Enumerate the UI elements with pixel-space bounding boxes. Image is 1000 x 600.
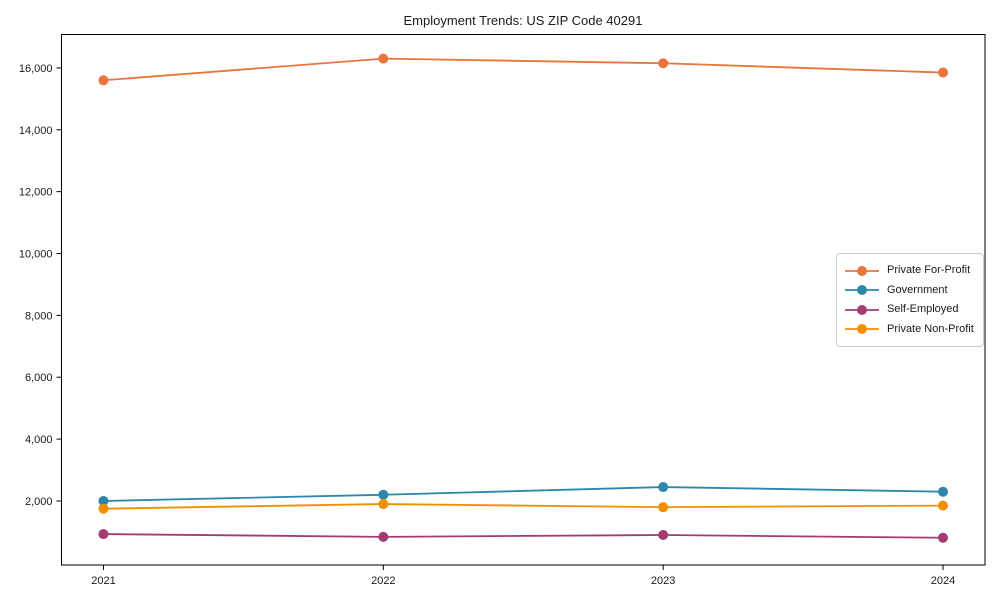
legend-label: Private For-Profit: [887, 264, 971, 277]
plot-area: 2,000 4,000 6,000 8,000 10,000 12,000 14,000 16…: [19, 34, 986, 587]
legend-line-marker-icon: [845, 304, 879, 315]
data-point-private-non-profit: [378, 499, 389, 510]
x-tick-label: 2023: [651, 575, 675, 587]
legend-label: Government: [887, 283, 948, 296]
data-point-government: [378, 489, 389, 500]
y-tick-label: 16,000: [19, 63, 53, 75]
legend-line-marker-icon: [845, 324, 879, 335]
data-point-self-employed: [378, 531, 389, 542]
series-line-private-non-profit: [103, 503, 944, 510]
data-point-private-for-profit: [938, 67, 949, 78]
x-tick-label: 2022: [371, 575, 395, 587]
legend-line-marker-icon: [845, 265, 879, 276]
series-line-self-employed: [103, 533, 944, 539]
series-line-government: [103, 486, 944, 502]
data-point-self-employed: [658, 529, 669, 540]
data-point-government: [938, 486, 949, 497]
legend-item-private-for-profit: Private For-Profit: [845, 265, 975, 277]
axes-frame: [61, 34, 986, 566]
y-tick-label: 14,000: [19, 125, 53, 137]
legend-item-government: Government: [845, 284, 975, 296]
x-tick-label: 2024: [931, 575, 955, 587]
data-point-self-employed: [98, 529, 109, 540]
x-tick-label: 2021: [91, 575, 115, 587]
data-point-private-non-profit: [938, 500, 949, 511]
data-point-private-for-profit: [98, 75, 109, 86]
y-tick-label: 8,000: [25, 310, 53, 322]
y-tick-label: 12,000: [19, 187, 53, 199]
y-tick-label: 10,000: [19, 249, 53, 261]
y-tick-label: 4,000: [25, 434, 53, 446]
y-tick-label: 6,000: [25, 372, 53, 384]
legend-item-private-non-profit: Private Non-Profit: [845, 323, 975, 335]
data-point-government: [98, 495, 109, 506]
legend-item-self-employed: Self-Employed: [845, 304, 975, 316]
y-tick-label: 2,000: [25, 496, 53, 508]
data-point-private-non-profit: [658, 502, 669, 513]
legend: Private For-Profit Government Self-Employe…: [836, 253, 984, 347]
data-point-self-employed: [938, 532, 949, 543]
chart-title: Employment Trends: US ZIP Code 40291: [404, 13, 643, 28]
series-line-private-for-profit: [103, 57, 944, 82]
data-point-private-non-profit: [98, 503, 109, 514]
legend-label: Private Non-Profit: [887, 322, 974, 335]
legend-line-marker-icon: [845, 285, 879, 296]
data-point-private-for-profit: [378, 53, 389, 64]
legend-label: Self-Employed: [887, 303, 959, 316]
data-point-government: [658, 482, 669, 493]
data-point-private-for-profit: [658, 58, 669, 69]
